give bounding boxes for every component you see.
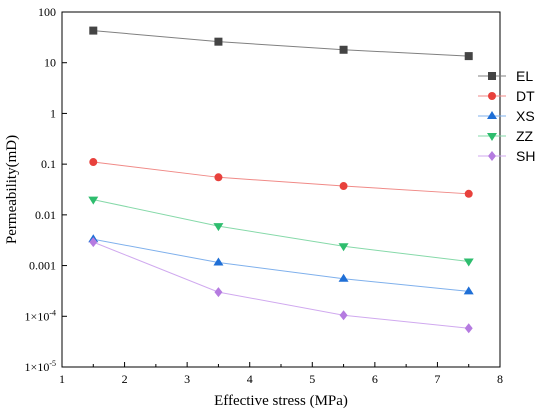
data-point-xs bbox=[213, 257, 224, 266]
y-tick-label: 0.1 bbox=[41, 157, 56, 171]
data-point-dt bbox=[89, 158, 98, 167]
x-tick-label: 1 bbox=[59, 372, 65, 386]
y-tick-label: 10 bbox=[44, 56, 56, 70]
series-xs bbox=[88, 234, 474, 295]
data-point-xs bbox=[338, 273, 349, 282]
plot-area bbox=[61, 11, 501, 368]
data-point-dt bbox=[464, 189, 473, 198]
legend-marker-el bbox=[488, 72, 496, 80]
series-sh bbox=[89, 237, 473, 334]
series-layer bbox=[88, 26, 474, 334]
data-point-xs bbox=[463, 286, 474, 295]
x-axis-title: Effective stress (MPa) bbox=[214, 393, 348, 409]
y-tick-label: 100 bbox=[38, 5, 56, 19]
legend-item-zz: ZZ bbox=[478, 128, 534, 144]
x-tick-label: 6 bbox=[372, 372, 378, 386]
x-axis: 1 2 3 4 5 6 7 8 bbox=[59, 362, 503, 386]
x-tick-label: 7 bbox=[434, 372, 440, 386]
legend-marker-dt bbox=[488, 92, 496, 100]
legend-item-dt: DT bbox=[478, 88, 535, 104]
x-tick-label: 3 bbox=[184, 372, 190, 386]
x-tick-label: 2 bbox=[122, 372, 128, 386]
y-tick-label: 0.01 bbox=[35, 208, 56, 222]
data-point-zz bbox=[338, 243, 349, 252]
data-point-sh bbox=[464, 323, 473, 334]
legend-marker-xs bbox=[487, 111, 497, 119]
data-point-el bbox=[339, 45, 348, 54]
series-line-dt bbox=[93, 161, 469, 195]
data-point-zz bbox=[213, 223, 224, 232]
legend-label-sh: SH bbox=[516, 148, 535, 164]
legend-label-xs: XS bbox=[516, 108, 535, 124]
legend-marker-sh bbox=[488, 151, 496, 161]
x-tick-label: 5 bbox=[309, 372, 315, 386]
data-point-el bbox=[214, 37, 223, 46]
data-point-el bbox=[89, 26, 98, 35]
y-tick-label: 1×10-5 bbox=[25, 359, 56, 374]
series-dt bbox=[89, 158, 473, 198]
y-tick-label: 1×10-4 bbox=[25, 308, 56, 323]
data-point-sh bbox=[89, 237, 98, 248]
legend: EL DT XS ZZ SH bbox=[478, 68, 535, 164]
series-line-sh bbox=[93, 241, 469, 329]
data-point-el bbox=[464, 52, 473, 61]
data-point-zz bbox=[463, 258, 474, 267]
data-point-dt bbox=[214, 173, 223, 182]
legend-label-zz: ZZ bbox=[516, 128, 534, 144]
data-point-zz bbox=[88, 196, 99, 205]
y-tick-label: 0.001 bbox=[29, 259, 56, 273]
series-zz bbox=[88, 196, 474, 267]
legend-item-xs: XS bbox=[478, 108, 535, 124]
series-line-xs bbox=[93, 238, 469, 292]
data-point-sh bbox=[339, 310, 348, 321]
series-line-el bbox=[93, 30, 469, 57]
plot-border bbox=[61, 11, 501, 368]
y-tick-label: 1 bbox=[50, 106, 56, 120]
data-point-sh bbox=[214, 287, 223, 298]
y-axis-title: Permeability(mD) bbox=[4, 135, 20, 244]
x-tick-label: 4 bbox=[247, 372, 253, 386]
series-el bbox=[89, 26, 473, 61]
legend-item-sh: SH bbox=[478, 148, 535, 164]
series-line-zz bbox=[93, 199, 469, 263]
legend-label-dt: DT bbox=[516, 88, 535, 104]
legend-label-el: EL bbox=[516, 68, 533, 84]
legend-item-el: EL bbox=[478, 68, 533, 84]
legend-marker-zz bbox=[487, 133, 497, 141]
data-point-dt bbox=[339, 182, 348, 191]
y-axis: 100 10 1 0.1 0.01 0.001 1×10-4 1×10-5 bbox=[25, 5, 67, 374]
x-tick-label: 8 bbox=[497, 372, 503, 386]
